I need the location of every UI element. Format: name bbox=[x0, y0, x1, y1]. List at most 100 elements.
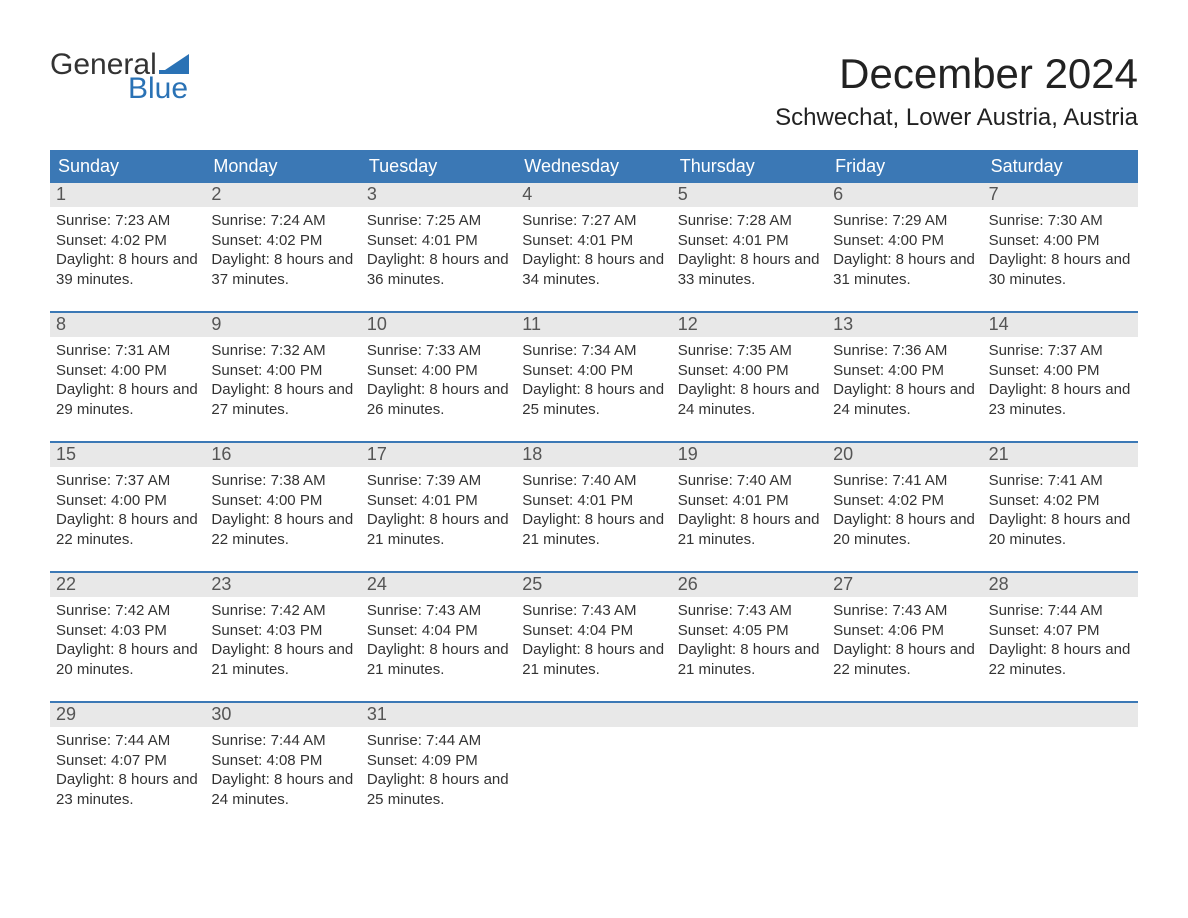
day-cell: Sunrise: 7:24 AMSunset: 4:02 PMDaylight:… bbox=[205, 207, 360, 299]
daylight-line: Daylight: 8 hours and 24 minutes. bbox=[833, 380, 976, 419]
sunrise-line: Sunrise: 7:41 AM bbox=[989, 471, 1132, 491]
week-row: 891011121314Sunrise: 7:31 AMSunset: 4:00… bbox=[50, 311, 1138, 429]
day-cell bbox=[516, 727, 671, 819]
sunrise-line: Sunrise: 7:39 AM bbox=[367, 471, 510, 491]
day-number: 10 bbox=[361, 313, 516, 337]
sunset-line: Sunset: 4:01 PM bbox=[367, 491, 510, 511]
sunset-line: Sunset: 4:00 PM bbox=[211, 491, 354, 511]
day-number: 22 bbox=[50, 573, 205, 597]
sunset-line: Sunset: 4:02 PM bbox=[211, 231, 354, 251]
sunset-line: Sunset: 4:03 PM bbox=[211, 621, 354, 641]
day-number: 11 bbox=[516, 313, 671, 337]
week-row: 1234567Sunrise: 7:23 AMSunset: 4:02 PMDa… bbox=[50, 183, 1138, 299]
sunset-line: Sunset: 4:00 PM bbox=[833, 361, 976, 381]
day-cell: Sunrise: 7:44 AMSunset: 4:07 PMDaylight:… bbox=[50, 727, 205, 819]
day-cell: Sunrise: 7:28 AMSunset: 4:01 PMDaylight:… bbox=[672, 207, 827, 299]
daylight-line: Daylight: 8 hours and 20 minutes. bbox=[989, 510, 1132, 549]
day-cell: Sunrise: 7:43 AMSunset: 4:04 PMDaylight:… bbox=[516, 597, 671, 689]
sunset-line: Sunset: 4:01 PM bbox=[678, 491, 821, 511]
daylight-line: Daylight: 8 hours and 20 minutes. bbox=[833, 510, 976, 549]
week-row: 22232425262728Sunrise: 7:42 AMSunset: 4:… bbox=[50, 571, 1138, 689]
daylight-line: Daylight: 8 hours and 21 minutes. bbox=[678, 640, 821, 679]
day-cell: Sunrise: 7:41 AMSunset: 4:02 PMDaylight:… bbox=[827, 467, 982, 559]
sunset-line: Sunset: 4:00 PM bbox=[211, 361, 354, 381]
day-cell: Sunrise: 7:37 AMSunset: 4:00 PMDaylight:… bbox=[50, 467, 205, 559]
sunset-line: Sunset: 4:08 PM bbox=[211, 751, 354, 771]
day-number: 14 bbox=[983, 313, 1138, 337]
sunrise-line: Sunrise: 7:43 AM bbox=[522, 601, 665, 621]
day-number: 2 bbox=[205, 183, 360, 207]
weekday-fri: Friday bbox=[827, 150, 982, 183]
day-cell: Sunrise: 7:29 AMSunset: 4:00 PMDaylight:… bbox=[827, 207, 982, 299]
day-cell: Sunrise: 7:30 AMSunset: 4:00 PMDaylight:… bbox=[983, 207, 1138, 299]
daylight-line: Daylight: 8 hours and 22 minutes. bbox=[211, 510, 354, 549]
day-number: 5 bbox=[672, 183, 827, 207]
sunrise-line: Sunrise: 7:43 AM bbox=[833, 601, 976, 621]
day-cell: Sunrise: 7:43 AMSunset: 4:05 PMDaylight:… bbox=[672, 597, 827, 689]
day-cell: Sunrise: 7:34 AMSunset: 4:00 PMDaylight:… bbox=[516, 337, 671, 429]
weekday-sat: Saturday bbox=[983, 150, 1138, 183]
weekday-tue: Tuesday bbox=[361, 150, 516, 183]
daylight-line: Daylight: 8 hours and 21 minutes. bbox=[522, 640, 665, 679]
sunrise-line: Sunrise: 7:40 AM bbox=[522, 471, 665, 491]
daylight-line: Daylight: 8 hours and 34 minutes. bbox=[522, 250, 665, 289]
day-number: 28 bbox=[983, 573, 1138, 597]
sunset-line: Sunset: 4:09 PM bbox=[367, 751, 510, 771]
daylight-line: Daylight: 8 hours and 20 minutes. bbox=[56, 640, 199, 679]
day-number: 1 bbox=[50, 183, 205, 207]
sunrise-line: Sunrise: 7:44 AM bbox=[989, 601, 1132, 621]
day-cell: Sunrise: 7:37 AMSunset: 4:00 PMDaylight:… bbox=[983, 337, 1138, 429]
sunset-line: Sunset: 4:07 PM bbox=[56, 751, 199, 771]
daylight-line: Daylight: 8 hours and 27 minutes. bbox=[211, 380, 354, 419]
daylight-line: Daylight: 8 hours and 22 minutes. bbox=[833, 640, 976, 679]
daylight-line: Daylight: 8 hours and 25 minutes. bbox=[367, 770, 510, 809]
sunset-line: Sunset: 4:05 PM bbox=[678, 621, 821, 641]
sunset-line: Sunset: 4:00 PM bbox=[56, 361, 199, 381]
day-number: 4 bbox=[516, 183, 671, 207]
daynum-row: 1234567 bbox=[50, 183, 1138, 207]
sunrise-line: Sunrise: 7:43 AM bbox=[678, 601, 821, 621]
daylight-line: Daylight: 8 hours and 21 minutes. bbox=[367, 510, 510, 549]
weekday-sun: Sunday bbox=[50, 150, 205, 183]
day-number: 15 bbox=[50, 443, 205, 467]
sunset-line: Sunset: 4:02 PM bbox=[56, 231, 199, 251]
logo-flag-icon bbox=[159, 54, 189, 74]
day-number: 24 bbox=[361, 573, 516, 597]
sunrise-line: Sunrise: 7:30 AM bbox=[989, 211, 1132, 231]
daylight-line: Daylight: 8 hours and 21 minutes. bbox=[367, 640, 510, 679]
daynum-row: 293031 bbox=[50, 703, 1138, 727]
sunrise-line: Sunrise: 7:44 AM bbox=[56, 731, 199, 751]
day-cell: Sunrise: 7:32 AMSunset: 4:00 PMDaylight:… bbox=[205, 337, 360, 429]
day-number: 27 bbox=[827, 573, 982, 597]
week-row: 15161718192021Sunrise: 7:37 AMSunset: 4:… bbox=[50, 441, 1138, 559]
day-cell: Sunrise: 7:42 AMSunset: 4:03 PMDaylight:… bbox=[205, 597, 360, 689]
daynum-row: 891011121314 bbox=[50, 313, 1138, 337]
week-row: 293031Sunrise: 7:44 AMSunset: 4:07 PMDay… bbox=[50, 701, 1138, 819]
day-cell: Sunrise: 7:36 AMSunset: 4:00 PMDaylight:… bbox=[827, 337, 982, 429]
sunset-line: Sunset: 4:00 PM bbox=[522, 361, 665, 381]
day-number: 17 bbox=[361, 443, 516, 467]
day-cell bbox=[672, 727, 827, 819]
weekday-wed: Wednesday bbox=[516, 150, 671, 183]
sunset-line: Sunset: 4:01 PM bbox=[678, 231, 821, 251]
day-number: 9 bbox=[205, 313, 360, 337]
day-cell: Sunrise: 7:38 AMSunset: 4:00 PMDaylight:… bbox=[205, 467, 360, 559]
day-cell: Sunrise: 7:39 AMSunset: 4:01 PMDaylight:… bbox=[361, 467, 516, 559]
sunset-line: Sunset: 4:00 PM bbox=[989, 231, 1132, 251]
sunset-line: Sunset: 4:00 PM bbox=[367, 361, 510, 381]
daylight-line: Daylight: 8 hours and 23 minutes. bbox=[989, 380, 1132, 419]
sunset-line: Sunset: 4:02 PM bbox=[833, 491, 976, 511]
sunrise-line: Sunrise: 7:42 AM bbox=[56, 601, 199, 621]
sunset-line: Sunset: 4:00 PM bbox=[833, 231, 976, 251]
day-number: 26 bbox=[672, 573, 827, 597]
day-cell bbox=[983, 727, 1138, 819]
sunrise-line: Sunrise: 7:40 AM bbox=[678, 471, 821, 491]
day-number: 7 bbox=[983, 183, 1138, 207]
daylight-line: Daylight: 8 hours and 25 minutes. bbox=[522, 380, 665, 419]
sunset-line: Sunset: 4:04 PM bbox=[367, 621, 510, 641]
day-number: 16 bbox=[205, 443, 360, 467]
daylight-line: Daylight: 8 hours and 37 minutes. bbox=[211, 250, 354, 289]
sunrise-line: Sunrise: 7:31 AM bbox=[56, 341, 199, 361]
day-number: 31 bbox=[361, 703, 516, 727]
day-cell: Sunrise: 7:44 AMSunset: 4:07 PMDaylight:… bbox=[983, 597, 1138, 689]
